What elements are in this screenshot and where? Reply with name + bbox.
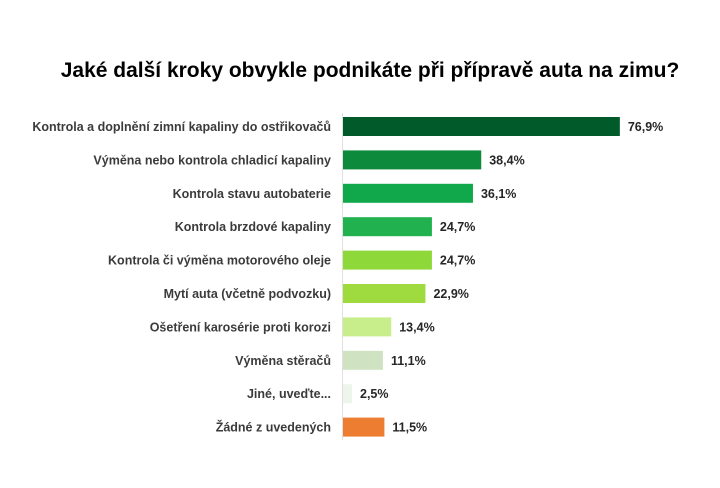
bar bbox=[343, 284, 426, 303]
chart-title: Jaké další kroky obvykle podnikáte při p… bbox=[60, 59, 680, 82]
category-label: Jiné, uveďte... bbox=[247, 387, 331, 401]
value-label: 22,9% bbox=[433, 287, 468, 301]
value-label: 11,5% bbox=[392, 421, 427, 435]
bar bbox=[343, 217, 432, 237]
value-label: 38,4% bbox=[489, 153, 524, 167]
bar bbox=[343, 417, 385, 437]
value-label: 13,4% bbox=[399, 320, 434, 334]
value-label: 36,1% bbox=[481, 187, 516, 201]
bar bbox=[343, 317, 392, 337]
category-label: Výměna nebo kontrola chladicí kapaliny bbox=[93, 153, 331, 167]
category-label: Kontrola a doplnění zimní kapaliny do os… bbox=[32, 120, 331, 134]
bars-layer: Kontrola a doplnění zimní kapaliny do os… bbox=[32, 117, 663, 437]
value-label: 24,7% bbox=[440, 254, 475, 268]
value-label: 24,7% bbox=[440, 220, 475, 234]
bar bbox=[343, 350, 383, 370]
bar bbox=[343, 250, 432, 270]
category-label: Kontrola stavu autobaterie bbox=[173, 187, 331, 201]
category-label: Kontrola brzdové kapaliny bbox=[175, 220, 331, 234]
bar bbox=[343, 117, 620, 136]
value-label: 76,9% bbox=[628, 120, 663, 134]
category-label: Výměna stěračů bbox=[235, 354, 331, 368]
bar bbox=[343, 183, 473, 203]
category-label: Ošetření karosérie proti korozi bbox=[150, 320, 331, 334]
category-label: Žádné z uvedených bbox=[216, 420, 331, 435]
value-label: 2,5% bbox=[360, 387, 389, 401]
value-label: 11,1% bbox=[391, 354, 426, 368]
bar bbox=[343, 384, 352, 404]
category-label: Kontrola či výměna motorového oleje bbox=[108, 254, 331, 268]
category-label: Mytí auta (včetně podvozku) bbox=[164, 287, 331, 301]
bar bbox=[343, 150, 482, 170]
